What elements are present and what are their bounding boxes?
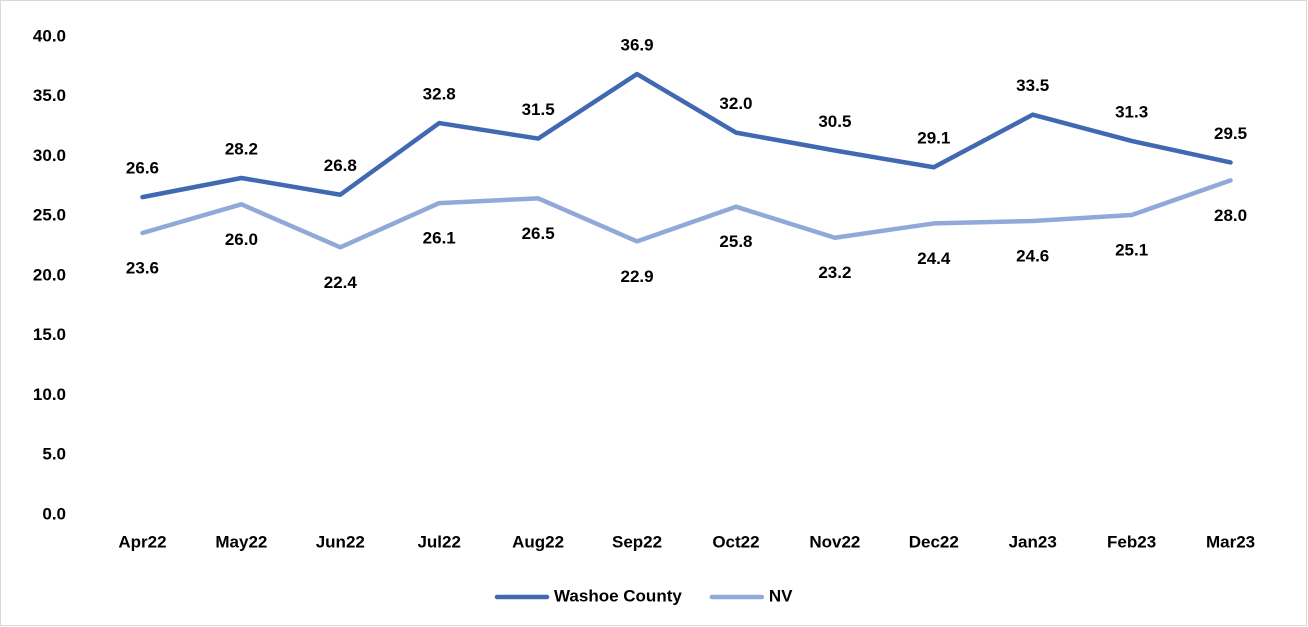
x-tick-label: Aug22 xyxy=(512,532,564,551)
data-label: 24.6 xyxy=(1016,247,1049,266)
data-label: 36.9 xyxy=(620,36,653,55)
x-tick-label: Jul22 xyxy=(417,532,460,551)
data-label: 32.0 xyxy=(719,94,752,113)
y-tick-label: 35.0 xyxy=(33,86,66,105)
data-label: 28.2 xyxy=(225,139,258,158)
data-label: 22.4 xyxy=(324,273,358,292)
data-label: 23.2 xyxy=(818,263,851,282)
y-tick-label: 5.0 xyxy=(42,445,66,464)
x-tick-label: Nov22 xyxy=(809,532,860,551)
data-label: 23.6 xyxy=(126,258,159,277)
x-tick-label: Apr22 xyxy=(118,532,166,551)
data-label: 25.1 xyxy=(1115,241,1148,260)
data-label: 22.9 xyxy=(620,267,653,286)
series-line xyxy=(140,71,1233,200)
x-tick-label: Mar23 xyxy=(1206,532,1255,551)
data-label: 26.8 xyxy=(324,156,357,175)
y-tick-label: 30.0 xyxy=(33,146,66,165)
data-label: 28.0 xyxy=(1214,206,1247,225)
x-tick-label: Jan23 xyxy=(1009,532,1057,551)
x-tick-label: Oct22 xyxy=(712,532,759,551)
data-label: 29.5 xyxy=(1214,124,1247,143)
y-tick-label: 10.0 xyxy=(33,385,66,404)
x-tick-label: May22 xyxy=(215,532,267,551)
data-label: 26.0 xyxy=(225,230,258,249)
data-label: 25.8 xyxy=(719,232,752,251)
data-label: 24.4 xyxy=(917,249,951,268)
y-tick-label: 15.0 xyxy=(33,325,66,344)
x-tick-label: Feb23 xyxy=(1107,532,1156,551)
data-label: 31.5 xyxy=(522,100,555,119)
legend-label: Washoe County xyxy=(554,586,682,605)
data-label: 31.3 xyxy=(1115,102,1148,121)
y-tick-label: 20.0 xyxy=(33,265,66,284)
y-tick-label: 0.0 xyxy=(42,504,66,523)
legend-label: NV xyxy=(769,586,793,605)
data-label: 29.1 xyxy=(917,129,950,148)
data-label: 30.5 xyxy=(818,112,851,131)
y-tick-label: 25.0 xyxy=(33,206,66,225)
data-label: 26.5 xyxy=(522,224,555,243)
series-line xyxy=(140,178,1233,250)
x-tick-label: Dec22 xyxy=(909,532,959,551)
data-label: 26.1 xyxy=(423,229,456,248)
y-tick-label: 40.0 xyxy=(33,26,66,45)
data-label: 32.8 xyxy=(423,85,456,104)
data-label: 26.6 xyxy=(126,159,159,178)
data-label: 33.5 xyxy=(1016,76,1049,95)
x-tick-label: Jun22 xyxy=(316,532,365,551)
x-tick-label: Sep22 xyxy=(612,532,662,551)
